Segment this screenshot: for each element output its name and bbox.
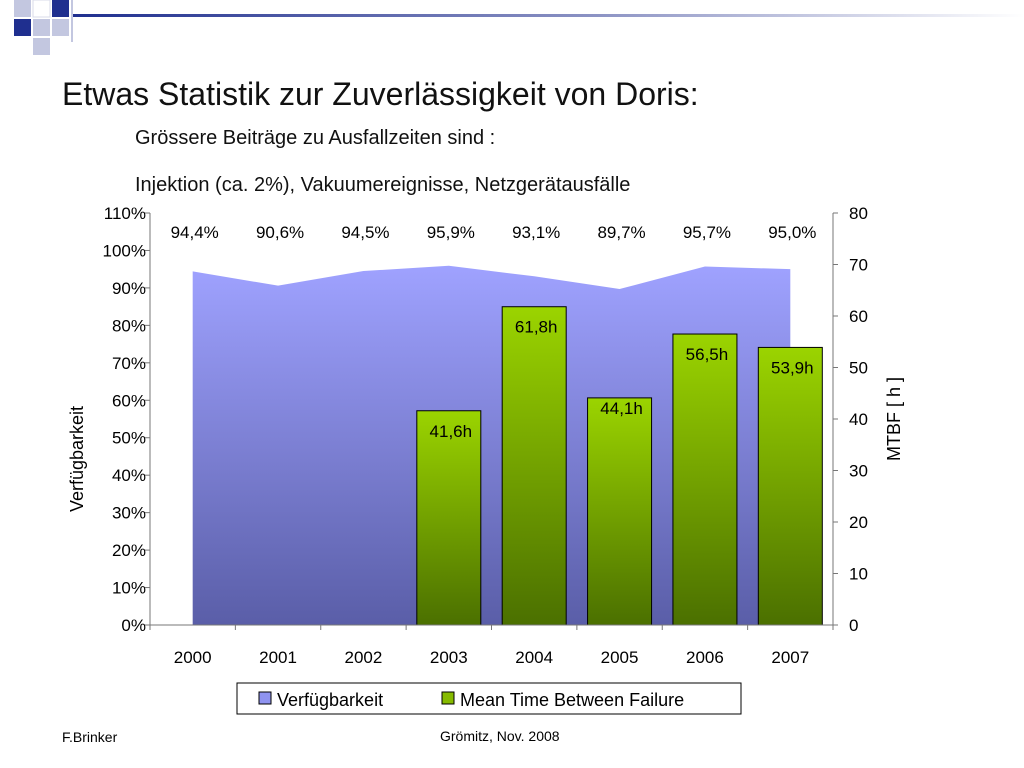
legend-swatch-availability [258, 691, 272, 705]
deco-square [33, 38, 50, 55]
deco-square [52, 0, 69, 17]
availability-data-label: 93,1% [512, 223, 560, 242]
y-left-tick-label: 40% [112, 466, 146, 485]
mtbf-bar [672, 333, 738, 626]
x-tick-label: 2001 [259, 648, 297, 667]
deco-square [32, 0, 51, 18]
legend-swatch-mtbf [441, 691, 455, 705]
y-left-axis-title: Verfügbarkeit [67, 406, 87, 512]
y-right-tick-label: 20 [849, 513, 868, 532]
y-right-tick-label: 50 [849, 359, 868, 378]
x-tick-label: 2005 [601, 648, 639, 667]
mtbf-bar [416, 410, 482, 626]
availability-data-label: 94,5% [341, 223, 389, 242]
subtitle-line-1: Grössere Beiträge zu Ausfallzeiten sind … [135, 127, 496, 149]
mtbf-bar [501, 306, 567, 626]
deco-square [33, 19, 50, 36]
y-right-tick-label: 40 [849, 410, 868, 429]
y-left-tick-label: 10% [112, 579, 146, 598]
subtitle-line-2: Injektion (ca. 2%), Vakuumereignisse, Ne… [135, 174, 631, 196]
mtbf-data-label: 56,5h [686, 345, 729, 364]
y-left-tick-label: 0% [121, 616, 146, 635]
availability-data-label: 94,4% [171, 223, 219, 242]
deco-square [14, 0, 31, 17]
mtbf-data-label: 61,8h [515, 318, 558, 337]
y-right-tick-label: 0 [849, 616, 858, 635]
y-right-tick-label: 10 [849, 565, 868, 584]
x-tick-label: 2003 [430, 648, 468, 667]
legend-label-mtbf: Mean Time Between Failure [460, 690, 684, 710]
y-right-tick-label: 60 [849, 307, 868, 326]
mtbf-data-label: 41,6h [430, 422, 473, 441]
y-left-tick-label: 110% [104, 204, 146, 223]
mtbf-data-label: 44,1h [600, 399, 643, 418]
y-left-tick-label: 20% [112, 541, 146, 560]
availability-data-label: 89,7% [597, 223, 645, 242]
x-tick-label: 2006 [686, 648, 724, 667]
footer-place-date: Grömitz, Nov. 2008 [440, 728, 560, 744]
y-left-tick-label: 50% [112, 429, 146, 448]
y-right-axis-title: MTBF [ h ] [884, 377, 904, 461]
y-left-tick-label: 90% [112, 279, 146, 298]
x-tick-label: 2004 [515, 648, 553, 667]
mtbf-bar [587, 397, 653, 626]
footer-author: F.Brinker [62, 729, 118, 745]
y-right-tick-label: 70 [849, 256, 868, 275]
availability-data-label: 95,7% [683, 223, 731, 242]
availability-data-label: 95,9% [427, 223, 475, 242]
availability-data-label: 90,6% [256, 223, 304, 242]
y-right-tick-label: 30 [849, 462, 868, 481]
legend-box [236, 682, 742, 715]
slide-decoration [14, 0, 1024, 55]
availability-mtbf-chart: 0% 10% 20% 30% 40% 50% 60% 70% 80% 90% 100% 110% 0 10… [67, 204, 904, 715]
x-tick-label: 2007 [771, 648, 809, 667]
deco-square [52, 19, 69, 36]
legend-label-availability: Verfügbarkeit [277, 690, 383, 710]
x-tick-label: 2000 [174, 648, 212, 667]
y-left-tick-label: 100% [103, 241, 146, 260]
y-right-tick-label: 80 [849, 204, 868, 223]
deco-top-bar [73, 14, 1024, 17]
slide-title: Etwas Statistik zur Zuverlässigkeit von … [62, 76, 699, 112]
y-left-tick-label: 80% [112, 316, 146, 335]
mtbf-bar [757, 346, 823, 626]
y-left-tick-label: 70% [112, 354, 146, 373]
availability-data-label: 95,0% [768, 223, 816, 242]
deco-vertical-bar [71, 0, 73, 42]
y-left-tick-label: 30% [112, 504, 146, 523]
mtbf-data-label: 53,9h [771, 358, 814, 377]
deco-square [14, 19, 31, 36]
y-left-tick-label: 60% [112, 391, 146, 410]
x-tick-label: 2002 [345, 648, 383, 667]
